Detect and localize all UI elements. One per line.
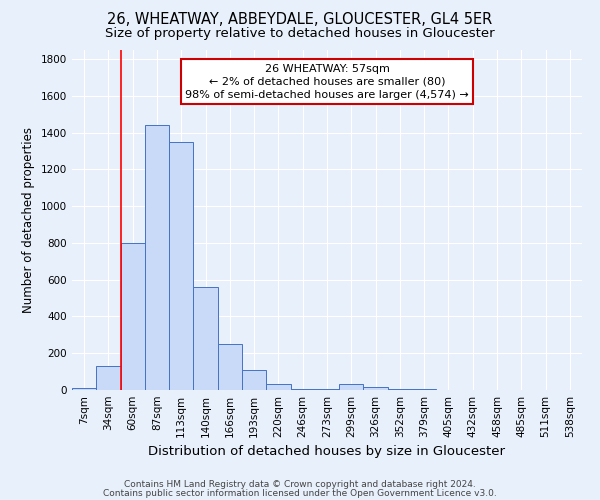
- Y-axis label: Number of detached properties: Number of detached properties: [22, 127, 35, 313]
- Text: Size of property relative to detached houses in Gloucester: Size of property relative to detached ho…: [105, 28, 495, 40]
- Bar: [193, 287, 218, 390]
- Text: Contains public sector information licensed under the Open Government Licence v3: Contains public sector information licen…: [103, 488, 497, 498]
- Bar: [242, 370, 266, 390]
- Bar: [315, 389, 339, 390]
- Text: Contains HM Land Registry data © Crown copyright and database right 2024.: Contains HM Land Registry data © Crown c…: [124, 480, 476, 489]
- Bar: [169, 142, 193, 390]
- Bar: [145, 126, 169, 390]
- Text: 26, WHEATWAY, ABBEYDALE, GLOUCESTER, GL4 5ER: 26, WHEATWAY, ABBEYDALE, GLOUCESTER, GL4…: [107, 12, 493, 28]
- Bar: [266, 384, 290, 390]
- Bar: [388, 389, 412, 390]
- Bar: [96, 366, 121, 390]
- Bar: [290, 389, 315, 390]
- Text: 26 WHEATWAY: 57sqm
← 2% of detached houses are smaller (80)
98% of semi-detached: 26 WHEATWAY: 57sqm ← 2% of detached hous…: [185, 64, 469, 100]
- Bar: [364, 387, 388, 390]
- Bar: [412, 389, 436, 390]
- Bar: [218, 344, 242, 390]
- X-axis label: Distribution of detached houses by size in Gloucester: Distribution of detached houses by size …: [149, 446, 505, 458]
- Bar: [339, 384, 364, 390]
- Bar: [121, 243, 145, 390]
- Bar: [72, 388, 96, 390]
